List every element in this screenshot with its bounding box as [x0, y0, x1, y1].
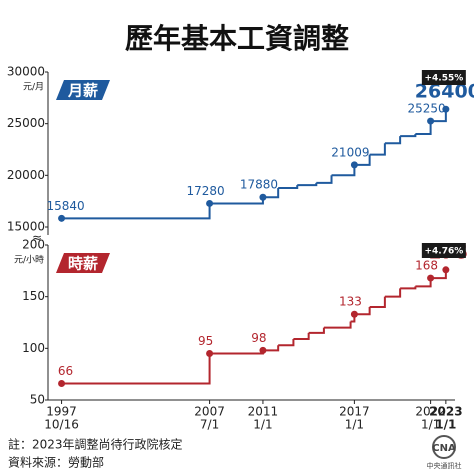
step-segment [262, 345, 280, 352]
step-segment [209, 350, 264, 355]
point [259, 193, 267, 201]
axis-break: ≈ [32, 231, 42, 245]
data-label: 168 [415, 259, 438, 273]
step-segment [354, 154, 371, 166]
point [58, 379, 66, 387]
step-segment [369, 296, 386, 308]
y-tick-label: 25000 [7, 116, 45, 130]
y-tick-label: 100 [22, 341, 45, 355]
step-segment [369, 143, 386, 156]
unit-label: 元/小時 [14, 255, 44, 266]
logo-ring [432, 435, 456, 459]
x-tick-label: 2011 [248, 405, 279, 419]
data-label: 26400 [415, 81, 474, 103]
step-segment [293, 332, 310, 341]
y-tick-label: 15000 [7, 220, 45, 234]
point [259, 346, 267, 354]
y-tick-label: 150 [22, 289, 45, 303]
unit-label: 元/月 [23, 82, 44, 93]
step-segment [262, 187, 280, 199]
step-segment [308, 327, 325, 334]
step-segment [278, 185, 299, 189]
step-segment [61, 203, 211, 220]
note: 註：2023年調整尚待行政院核定 [8, 437, 183, 452]
chart-title: 歷年基本工資調整 [125, 22, 349, 55]
annotation-bg [421, 70, 466, 85]
step-segment [354, 307, 371, 316]
x-tick-label: 2007 [194, 405, 225, 419]
point [442, 105, 450, 113]
data-label: 17280 [186, 184, 224, 198]
point [206, 199, 214, 207]
panel-label-bg [56, 253, 110, 273]
logo-name: 中央通訊社 [427, 461, 462, 470]
source: 資料來源：勞動部 [8, 455, 104, 470]
step-segment [430, 109, 447, 123]
x-tick-label: 1/1 [253, 418, 272, 432]
x-tick-label: 1/1 [435, 418, 456, 432]
step-segment [400, 134, 417, 138]
step-segment [323, 321, 352, 329]
y-tick-label: 200 [22, 238, 45, 252]
data-label: 98 [251, 331, 266, 345]
data-label: 17880 [240, 178, 278, 192]
step-segment [316, 175, 333, 184]
y-tick-label: 30000 [7, 65, 45, 79]
point [58, 214, 66, 222]
point [442, 266, 450, 274]
annotation: +4.76% [424, 247, 463, 257]
point [350, 310, 358, 318]
x-tick-label: 2022 [415, 405, 446, 419]
step-segment [415, 121, 432, 135]
step-segment [278, 339, 295, 347]
logo-mark: CNA [432, 443, 456, 454]
step-segment [384, 136, 402, 145]
data-label: 15840 [46, 199, 84, 213]
x-tick-label: 1/1 [421, 418, 440, 432]
data-label: 25250 [408, 102, 446, 116]
step-segment [61, 353, 211, 385]
panel-label: 月薪 [67, 82, 98, 100]
step-segment [384, 288, 402, 298]
annotation-bg [421, 243, 466, 258]
x-tick-label: 2017 [339, 405, 370, 419]
panel-label-bg [56, 80, 110, 100]
step-segment [297, 182, 318, 187]
data-label: 95 [198, 334, 213, 348]
data-label: 21009 [331, 145, 369, 159]
x-tick-label: 10/16 [44, 418, 79, 432]
point [350, 161, 358, 169]
annotation: +4.55% [424, 74, 463, 84]
point [427, 274, 435, 282]
point [427, 117, 435, 125]
data-label: 133 [339, 295, 362, 309]
step-segment [400, 286, 417, 290]
step-segment [331, 164, 356, 177]
y-tick-label: 50 [30, 393, 45, 407]
x-tick-label: 7/1 [200, 418, 219, 432]
data-label: 66 [58, 364, 73, 378]
x-tick-label: 2023 [429, 405, 462, 419]
y-tick-label: 20000 [7, 168, 45, 182]
step-segment [209, 197, 264, 205]
x-tick-label: 1997 [46, 405, 77, 419]
panel-label: 時薪 [68, 255, 98, 273]
point [206, 350, 214, 357]
x-tick-label: 1/1 [345, 418, 364, 432]
